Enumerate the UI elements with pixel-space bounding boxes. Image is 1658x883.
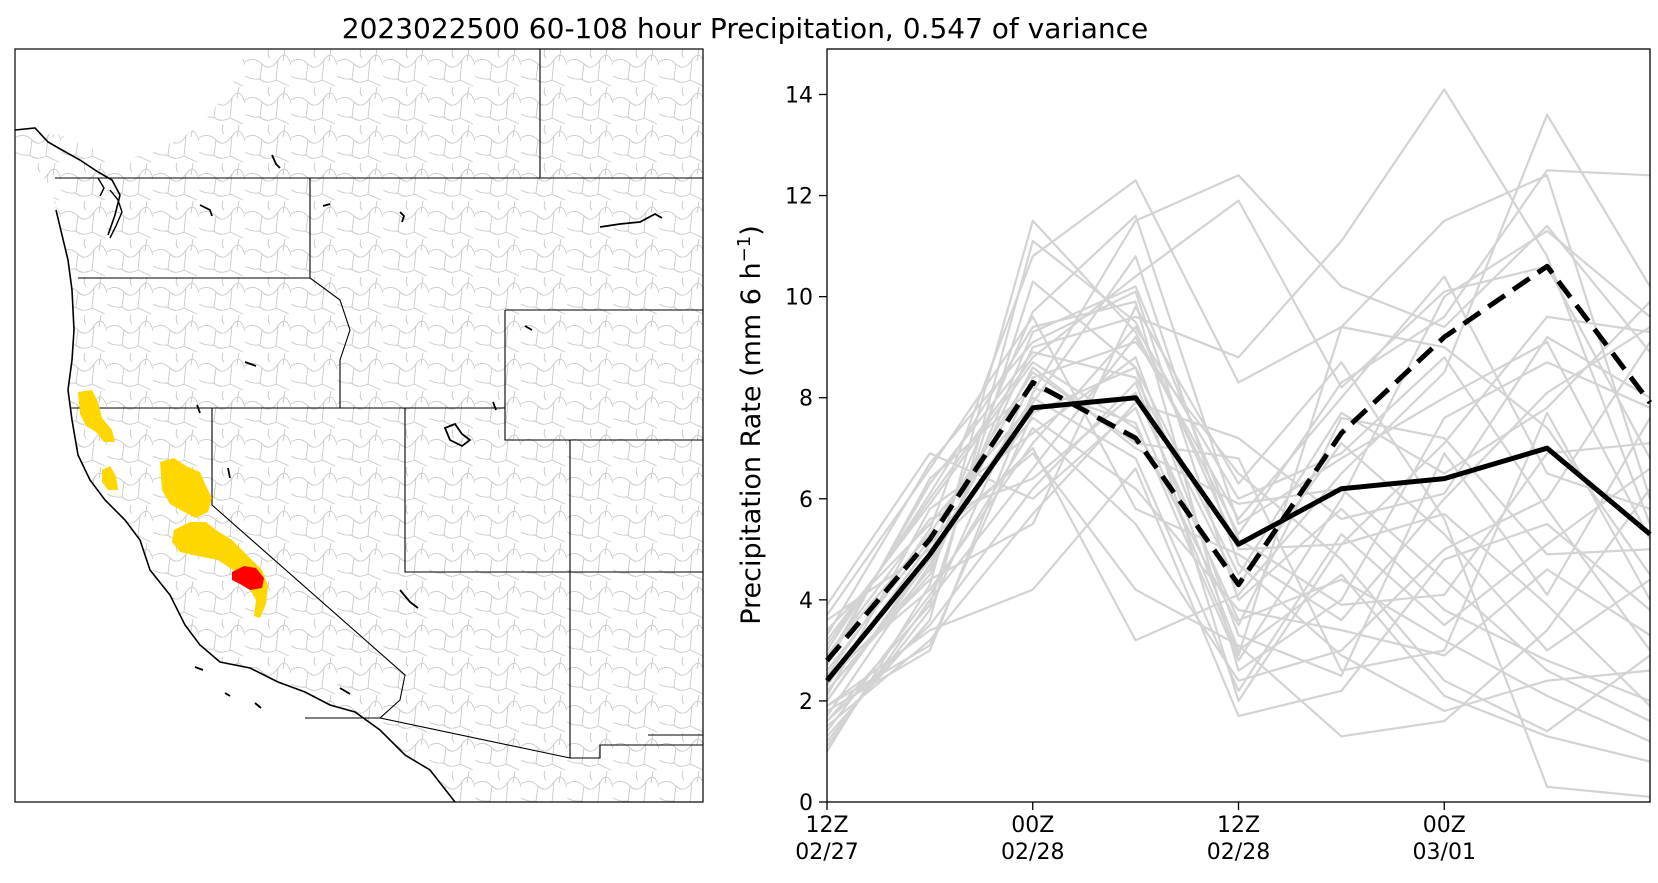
- x-tick-label: 12Z 02/27: [795, 813, 858, 865]
- y-tick-label: 14: [785, 83, 813, 108]
- ensemble-member-line-1: [826, 169, 1651, 753]
- ensemble-member-line-32: [826, 285, 1651, 692]
- y-tick-label: 8: [799, 387, 813, 412]
- ensemble-member-line-30: [826, 381, 1651, 763]
- y-axis-label: Precipitation Rate (mm 6 h−1): [734, 225, 768, 625]
- ensemble-member-line-13: [826, 467, 1651, 718]
- y-tick-label: 2: [799, 690, 813, 715]
- map-frame: [14, 48, 704, 803]
- y-axis-ticks: 0 2 4 6 8 10 12 14: [785, 83, 827, 816]
- ensemble-member-line-31: [826, 361, 1651, 641]
- y-tick-label: 4: [799, 589, 813, 614]
- ensemble-member-line-19: [826, 452, 1651, 738]
- land-basins: [15, 49, 703, 802]
- basin-high: [232, 566, 264, 590]
- ensemble-member-line-14: [826, 290, 1651, 702]
- ensemble-member-line-28: [826, 315, 1651, 622]
- chart-panel: 0 2 4 6 8 10 12 14 12Z 02/27 00Z 02/28 12Z 02/28 00Z 0…: [734, 48, 1652, 865]
- x-tick-label: 12Z 02/28: [1207, 813, 1270, 865]
- x-tick-label: 00Z 03/01: [1413, 813, 1476, 865]
- x-axis-ticks: 12Z 02/27 00Z 02/28 12Z 02/28 00Z 03/01: [795, 802, 1476, 865]
- ensemble-member-line-2: [826, 239, 1651, 738]
- map-panel: [14, 48, 704, 803]
- ensemble-member-line-34: [826, 371, 1651, 672]
- ensemble-member-line-10: [826, 229, 1651, 667]
- ensemble-member-line-20: [826, 366, 1651, 723]
- basin-medium-sacramento: [160, 458, 212, 518]
- puget-sound: [97, 177, 123, 239]
- lakes: [194, 154, 663, 709]
- dashed-series-line: [825, 263, 1652, 663]
- ensemble-member-line-6: [826, 199, 1651, 646]
- y-tick-label: 10: [785, 286, 813, 311]
- ensemble-member-line-9: [826, 113, 1651, 642]
- basin-medium-north: [78, 390, 115, 442]
- x-tick-label: 00Z 02/28: [1001, 813, 1064, 865]
- basin-medium-northcoast: [102, 466, 118, 490]
- basin-medium-sanjoaquin: [172, 522, 268, 618]
- highlight-series: [825, 263, 1652, 683]
- state-boundaries: [55, 49, 703, 759]
- y-tick-label: 0: [799, 791, 813, 816]
- highlighted-basins: [78, 390, 268, 618]
- coastline: [15, 127, 456, 802]
- solid-series-line: [825, 395, 1652, 683]
- ensemble-member-line-17: [826, 325, 1651, 657]
- ensemble-member-line-4: [826, 214, 1651, 702]
- ensemble-member-line-26: [826, 275, 1651, 748]
- ensemble-member-line-18: [826, 341, 1651, 743]
- ensemble-member-line-33: [826, 366, 1651, 707]
- figure-title: 2023022500 60-108 hour Precipitation, 0.…: [342, 12, 1148, 45]
- ensemble-member-line-7: [826, 174, 1651, 712]
- ensemble-member-line-15: [826, 305, 1651, 798]
- ensemble-members: [826, 88, 1652, 798]
- ensemble-member-line-23: [826, 336, 1651, 728]
- y-tick-label: 12: [785, 185, 813, 210]
- y-tick-label: 6: [799, 488, 813, 513]
